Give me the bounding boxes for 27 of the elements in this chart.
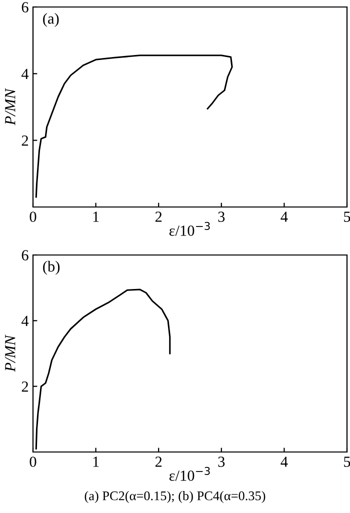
text: (a) PC2(α=0.15); (b) PC4(α=0.35) (84, 491, 266, 503)
x-tick-label: 4 (280, 212, 288, 222)
x-tick-label: 1 (93, 456, 99, 467)
x-tick-label: 0 (30, 212, 36, 222)
y-tick-label: 6 (22, 250, 28, 260)
x-tick-label: 0 (30, 456, 36, 467)
x-tick-label: 2 (155, 456, 162, 467)
y-axis-title: P/MN (5, 334, 16, 372)
x-tick-label: 1 (93, 212, 99, 222)
y-axis-title: P/MN (5, 88, 16, 126)
line-series (35, 54, 233, 198)
x-axis-title: ε/10$^{−3}$ (169, 466, 210, 481)
line-series (35, 288, 171, 450)
x-tick-label: 5 (344, 456, 350, 467)
annotation: (b) (43, 260, 60, 275)
x-tick-label: 4 (280, 456, 288, 467)
y-tick-label: 4 (21, 68, 29, 79)
x-tick-label: 3 (218, 212, 225, 222)
y-tick-label: 6 (22, 2, 28, 12)
x-axis-title: ε/10$^{−3}$ (169, 222, 210, 236)
x-tick-label: 2 (155, 212, 162, 222)
annotation: (a) (43, 13, 59, 27)
x-tick-label: 3 (218, 456, 225, 467)
y-tick-label: 4 (21, 316, 29, 326)
x-tick-label: 5 (344, 212, 350, 222)
y-tick-label: 2 (22, 136, 28, 146)
y-tick-label: 2 (22, 382, 28, 392)
